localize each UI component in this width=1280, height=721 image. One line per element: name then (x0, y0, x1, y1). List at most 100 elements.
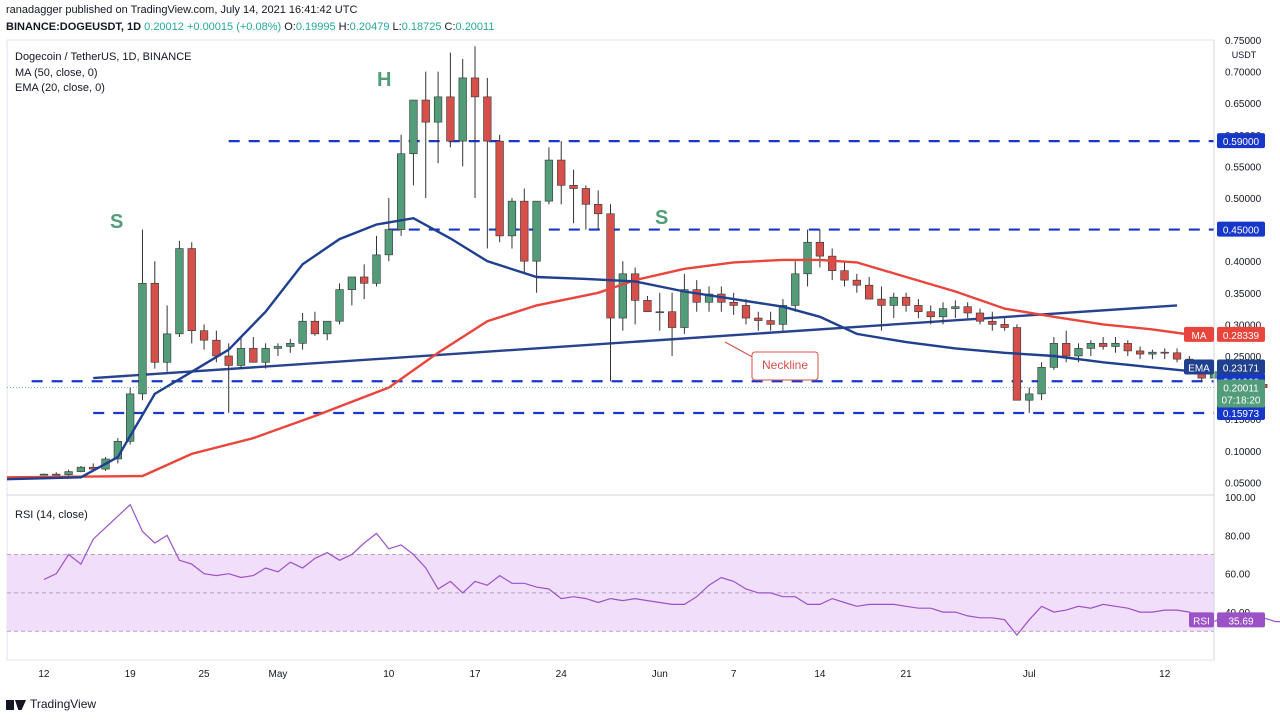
candle-body (236, 348, 246, 366)
neckline-label: Neckline (762, 358, 808, 372)
candle-body (889, 296, 898, 306)
candle-body (1025, 393, 1034, 401)
candle-body (1123, 343, 1132, 352)
time-axis[interactable]: 12 19 25 May 10 17 24 Jun 7 14 21 Jul 12 (38, 669, 1170, 680)
rsi-band-group (7, 554, 1214, 632)
candle-body (310, 320, 320, 335)
candle-body (914, 305, 923, 313)
candle-body (397, 153, 406, 230)
candle-body (162, 333, 172, 363)
candle-body (754, 317, 763, 321)
candle-body (347, 276, 356, 290)
candle-body (1099, 343, 1108, 347)
candle-body (64, 471, 73, 476)
footer-brand: TradingView (30, 697, 97, 711)
candle-body (483, 96, 492, 142)
candle-body (951, 306, 960, 309)
candle-body (569, 185, 578, 189)
candle-body (692, 289, 701, 303)
price-tick-label: 0.05000 (1225, 478, 1262, 489)
candle-body (803, 241, 812, 275)
time-tick-label: 25 (198, 669, 210, 680)
candle-body (1012, 327, 1022, 401)
time-tick-label: 17 (469, 669, 481, 680)
low-value: 0.18725 (401, 21, 442, 33)
rsi-tick-label: 60.00 (1225, 570, 1250, 581)
high-label: H: (338, 21, 350, 33)
candle-body (938, 308, 948, 318)
candle-body (39, 473, 49, 476)
left-shoulder-label: S (110, 211, 123, 233)
ohlc-header: BINANCE:DOGEUSDT, 1D 0.20012 +0.00015 (+… (6, 21, 494, 33)
candle-body (212, 339, 221, 357)
time-tick-label: Jun (652, 669, 668, 680)
price-tick-label: 0.70000 (1225, 68, 1262, 79)
candle-body (729, 301, 738, 306)
close-value: 0.20011 (455, 21, 495, 33)
axis-tags: 0.590000.450000.210000.159730.28339MA0.2… (1184, 133, 1265, 628)
candle-body (1135, 350, 1145, 355)
candle-body (877, 298, 886, 306)
candle-body (680, 289, 689, 328)
candle-body (458, 77, 467, 142)
candle-body (495, 140, 504, 237)
rsi-name-text: RSI (1193, 616, 1210, 627)
last-price-value: 0.20011 (1223, 383, 1259, 394)
candle-body (704, 293, 714, 303)
right-shoulder-label: S (655, 207, 668, 229)
rsi-value-text: 35.69 (1228, 616, 1253, 627)
time-tick-label: 7 (731, 669, 737, 680)
candle-body (1037, 367, 1046, 395)
candle-body (1160, 351, 1169, 354)
rsi-tick-label: 80.00 (1225, 531, 1250, 542)
candle-body (1148, 351, 1157, 355)
candle-body (1172, 352, 1182, 360)
time-tick-label: 12 (1159, 669, 1171, 680)
price-tick-label: 0.30000 (1225, 320, 1262, 331)
candle-body (433, 96, 443, 123)
ema-name-tag (1184, 359, 1214, 375)
last-price-tag (1217, 379, 1265, 408)
rsi-legend: RSI (14, close) (15, 509, 88, 521)
candle-body (224, 355, 233, 366)
candle-body (631, 273, 640, 301)
candle-body (1074, 348, 1083, 357)
candle-body (1062, 343, 1071, 357)
candle-body (667, 311, 677, 328)
price-tick-label: 0.50000 (1225, 194, 1262, 205)
candle-body (643, 300, 652, 313)
candle-body (175, 248, 184, 335)
lines-group (6, 216, 1214, 481)
rsi-name-tag (1189, 612, 1214, 628)
price-axis[interactable]: 0.050000.100000.150000.200000.250000.300… (1213, 36, 1262, 660)
candle-body (150, 282, 159, 363)
rsi-tick-label: 100.00 (1225, 493, 1256, 504)
candle-body (988, 320, 997, 325)
candle-body (581, 188, 590, 205)
candle-body (815, 241, 824, 257)
candle-body (926, 311, 935, 318)
footer: TradingView (6, 697, 96, 711)
neckline-callout-box (751, 351, 819, 381)
level-value-tag (1217, 405, 1265, 421)
candle-body (594, 204, 603, 215)
candles-group[interactable] (39, 46, 1268, 477)
candle-body (655, 311, 664, 314)
ma-name-text: MA (1192, 331, 1207, 342)
candle-body (249, 348, 258, 363)
close-label: C: (444, 21, 456, 33)
currency-label: USDT (1232, 50, 1257, 60)
candle-body (335, 289, 344, 322)
candle-body (360, 276, 369, 284)
low-label: L: (392, 21, 402, 33)
candle-body (470, 77, 480, 98)
candle-body (963, 306, 972, 314)
candle-body (520, 200, 529, 262)
price-tick-label: 0.75000 (1225, 36, 1262, 47)
ema-value-text: 0.23171 (1223, 364, 1260, 375)
time-tick-label: 19 (125, 669, 137, 680)
price-tick-label: 0.10000 (1225, 447, 1262, 458)
candle-body (286, 343, 295, 347)
